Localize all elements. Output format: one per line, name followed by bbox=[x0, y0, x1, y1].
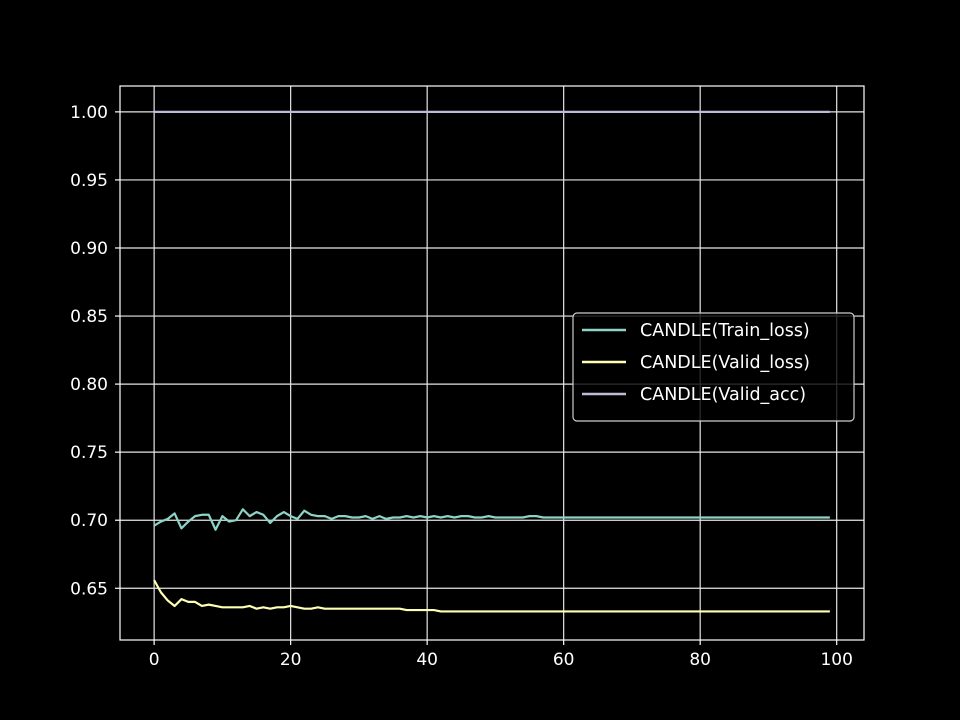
x-tick-label: 20 bbox=[280, 650, 302, 670]
series-lines bbox=[153, 110, 830, 613]
y-tick-label: 0.80 bbox=[70, 375, 108, 395]
y-tick-label: 0.65 bbox=[70, 579, 108, 599]
y-tick-label: 0.75 bbox=[70, 443, 108, 463]
legend-box bbox=[572, 312, 855, 422]
legend-label: CANDLE(Valid_acc) bbox=[640, 385, 806, 405]
legend-label: CANDLE(Train_loss) bbox=[640, 321, 810, 341]
x-axis-ticks: 0 20 40 60 80 100 bbox=[149, 640, 853, 670]
y-tick-label: 0.85 bbox=[70, 307, 108, 327]
plot-area-frame bbox=[119, 85, 865, 641]
x-tick-label: 40 bbox=[416, 650, 438, 670]
x-tick-label: 60 bbox=[553, 650, 575, 670]
x-tick-label: 0 bbox=[149, 650, 160, 670]
y-tick-label: 0.70 bbox=[70, 511, 108, 531]
y-tick-label: 0.95 bbox=[70, 171, 108, 191]
legend: CANDLE(Train_loss) CANDLE(Valid_loss) CAND… bbox=[572, 312, 855, 422]
x-tick-label: 80 bbox=[689, 650, 711, 670]
x-tick-label: 100 bbox=[820, 650, 852, 670]
series-line-0 bbox=[153, 508, 830, 531]
y-tick-label: 0.90 bbox=[70, 239, 108, 259]
y-axis-ticks: 0.65 0.70 0.75 0.80 0.85 0.90 0.95 1.00 bbox=[70, 103, 120, 599]
legend-label: CANDLE(Valid_loss) bbox=[640, 353, 810, 373]
series-line-1 bbox=[153, 579, 830, 613]
y-tick-label: 1.00 bbox=[70, 103, 108, 123]
